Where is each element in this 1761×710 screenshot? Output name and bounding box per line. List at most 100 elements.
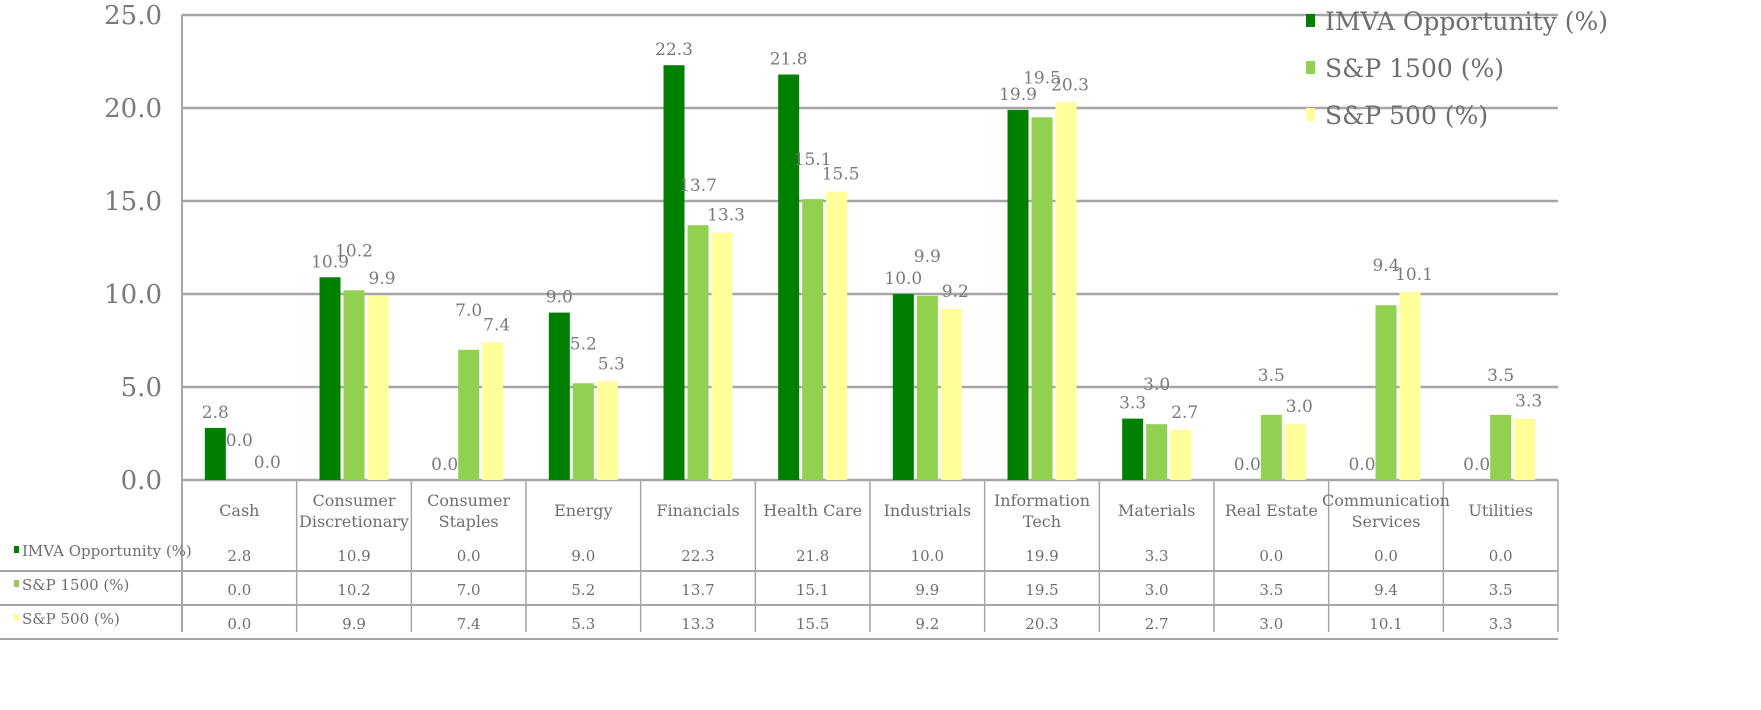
table-cell: 15.5 <box>796 615 829 633</box>
table-cell: 0.0 <box>227 615 251 633</box>
category-label: Materials <box>1118 501 1195 520</box>
y-tick-label: 15.0 <box>104 187 162 217</box>
legend-key <box>1306 14 1315 27</box>
bar <box>711 232 733 480</box>
table-cell: 9.9 <box>915 581 939 599</box>
data-label: 9.4 <box>1372 256 1399 276</box>
table-cell: 3.5 <box>1489 581 1513 599</box>
bar <box>663 65 685 480</box>
category-label: Energy <box>554 501 612 520</box>
legend-key <box>1306 108 1315 121</box>
table-legend-key <box>14 614 19 621</box>
table-legend-key <box>14 546 19 553</box>
category-label: Information <box>994 491 1090 510</box>
data-label: 9.0 <box>546 288 573 308</box>
table-cell: 19.9 <box>1025 547 1058 565</box>
data-label: 0.0 <box>431 455 458 475</box>
data-label: 10.1 <box>1395 265 1433 285</box>
table-cell: 10.2 <box>337 581 370 599</box>
data-label: 0.0 <box>1348 455 1375 475</box>
table-cell: 7.4 <box>457 615 481 633</box>
category-label: Services <box>1352 512 1421 531</box>
table-cell: 9.4 <box>1374 581 1398 599</box>
category-label: Utilities <box>1468 501 1533 520</box>
data-label: 9.9 <box>368 269 395 289</box>
table-row-name: S&P 1500 (%) <box>22 576 129 594</box>
table-cell: 10.9 <box>337 547 370 565</box>
table-cell: 15.1 <box>796 581 829 599</box>
legend-key <box>1306 61 1315 74</box>
table-cell: 0.0 <box>1259 547 1283 565</box>
data-label: 2.7 <box>1171 403 1198 423</box>
legend-label: S&P 500 (%) <box>1325 101 1488 130</box>
table-cell: 0.0 <box>227 581 251 599</box>
table-cell: 13.3 <box>681 615 714 633</box>
data-label: 13.3 <box>707 206 745 226</box>
data-label: 10.0 <box>884 269 922 289</box>
data-label: 15.1 <box>794 150 832 170</box>
data-label: 19.5 <box>1023 68 1061 88</box>
data-label: 10.9 <box>311 252 349 272</box>
data-label: 3.0 <box>1143 375 1170 395</box>
table-cell: 0.0 <box>1489 547 1513 565</box>
bar <box>802 199 824 480</box>
data-label: 10.2 <box>335 241 373 261</box>
bars <box>204 65 1536 481</box>
y-tick-label: 0.0 <box>121 466 162 496</box>
table-cell: 0.0 <box>1374 547 1398 565</box>
data-label: 19.9 <box>999 85 1037 105</box>
bar <box>1490 414 1512 480</box>
data-label: 0.0 <box>1234 455 1261 475</box>
bar <box>572 383 594 480</box>
bar <box>892 294 914 480</box>
category-label: Consumer <box>427 491 510 510</box>
legend-label: S&P 1500 (%) <box>1325 54 1504 83</box>
table-cell: 10.1 <box>1369 615 1402 633</box>
category-label: Tech <box>1023 512 1061 531</box>
category-label: Health Care <box>763 501 862 520</box>
table-cell: 10.0 <box>911 547 944 565</box>
bar <box>1399 292 1421 480</box>
table-row-name: S&P 500 (%) <box>22 610 120 628</box>
category-label: Communication <box>1322 491 1450 510</box>
category-label: Discretionary <box>299 512 409 531</box>
bar <box>548 312 570 480</box>
table-cell: 9.0 <box>571 547 595 565</box>
bar <box>1031 117 1053 481</box>
y-tick-label: 25.0 <box>104 1 162 31</box>
category-label: Cash <box>219 501 259 520</box>
bar <box>458 349 480 480</box>
category-label: Staples <box>439 512 499 531</box>
category-label: Industrials <box>884 501 971 520</box>
table-cell: 7.0 <box>457 581 481 599</box>
bar <box>940 308 962 480</box>
bar <box>1007 109 1029 481</box>
data-label: 3.5 <box>1258 366 1285 386</box>
table-cell: 3.0 <box>1145 581 1169 599</box>
table-cell: 13.7 <box>681 581 714 599</box>
table-cell: 22.3 <box>681 547 714 565</box>
table-cell: 9.9 <box>342 615 366 633</box>
bar <box>916 295 938 480</box>
data-label: 9.9 <box>914 247 941 267</box>
table-legend-key <box>14 580 19 587</box>
data-label: 3.3 <box>1119 394 1146 414</box>
data-label: 0.0 <box>1463 455 1490 475</box>
bar <box>1260 414 1282 480</box>
data-label: 0.0 <box>226 431 253 451</box>
bar <box>1284 424 1306 480</box>
table-cell: 9.2 <box>915 615 939 633</box>
bar <box>1514 418 1536 480</box>
bar <box>778 74 800 481</box>
data-label: 9.2 <box>942 282 969 302</box>
bar <box>826 191 848 480</box>
data-table: Cash Consumer Discretionary Consumer Staples… <box>0 480 1559 640</box>
data-label: 5.3 <box>598 354 625 374</box>
data-label: 3.5 <box>1487 366 1514 386</box>
bar <box>1146 424 1168 480</box>
bar <box>1122 418 1144 480</box>
data-label: 3.0 <box>1286 397 1313 417</box>
data-label: 15.5 <box>822 165 860 185</box>
bar <box>596 381 618 480</box>
y-tick-label: 10.0 <box>104 280 162 310</box>
